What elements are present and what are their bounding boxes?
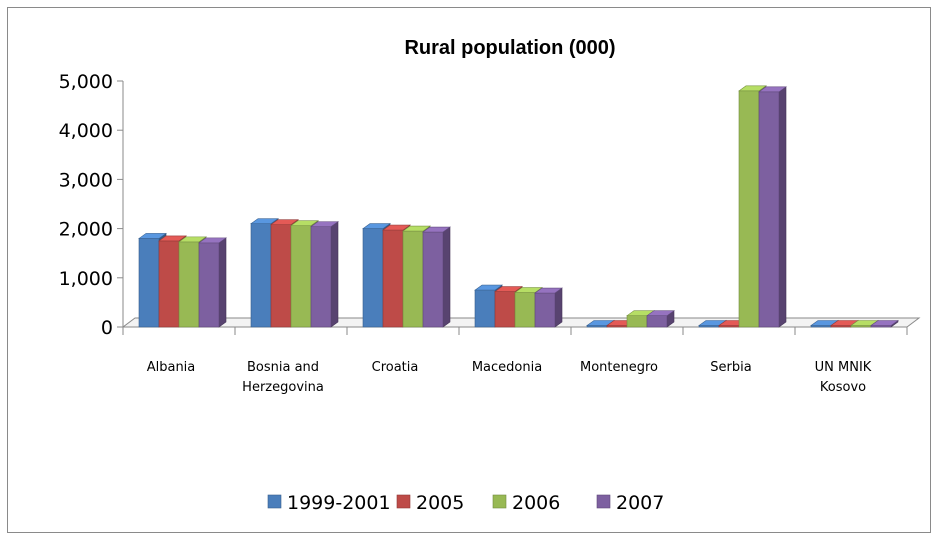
bar (310, 221, 339, 328)
bar-side (778, 86, 787, 328)
chart-legend: 1999-2001 2005 2006 2007 (267, 492, 664, 514)
bar-front (646, 315, 668, 328)
y-tick-label: 4,000 (59, 120, 113, 142)
bar-top (738, 85, 767, 92)
y-tick-label: 1,000 (59, 268, 113, 290)
bar-front (626, 315, 648, 328)
bar-top (870, 320, 899, 326)
bar-front (198, 242, 220, 328)
bar-top (494, 286, 523, 292)
bar-top (270, 219, 299, 225)
legend-swatch (396, 494, 411, 509)
bar-top (158, 235, 187, 242)
y-tick-label: 2,000 (59, 219, 113, 241)
bar (870, 319, 899, 328)
y-tick-label: 3,000 (59, 169, 113, 191)
bar-front (270, 224, 292, 328)
bar-front (474, 289, 496, 328)
legend-label: 1999-2001 (287, 492, 391, 514)
legend-label: 2006 (512, 492, 560, 514)
legend-label: 2007 (616, 492, 664, 514)
bar-front (178, 241, 200, 328)
y-tick-label: 5,000 (59, 71, 113, 93)
legend-swatch (492, 494, 507, 509)
bar-side (218, 237, 227, 328)
x-tick-label: Bosnia and (247, 360, 319, 375)
bar-front (138, 238, 160, 328)
x-tick-label: Serbia (710, 360, 751, 375)
x-tick-label: Herzegovina (242, 380, 324, 395)
bar-top (514, 287, 543, 293)
bar-front (534, 292, 556, 328)
bar-front (422, 231, 444, 328)
bar-front (382, 229, 404, 328)
bar-side (554, 287, 563, 328)
chart-bars (138, 85, 899, 328)
y-tick-label: 0 (101, 317, 113, 339)
bar-top (310, 221, 339, 227)
bar-top (178, 236, 207, 243)
x-tick-label: Croatia (372, 360, 419, 375)
bar (422, 226, 451, 328)
x-tick-label: Macedonia (472, 360, 542, 375)
bar-front (514, 292, 536, 328)
bar-top (402, 225, 431, 232)
bar-front (250, 223, 272, 328)
legend-swatch (267, 494, 282, 509)
bar-top (198, 237, 227, 244)
bar-top (362, 223, 391, 229)
chart-title: Rural population (000) (404, 37, 615, 59)
x-tick-label: UN MNIK (815, 360, 872, 375)
x-axis-labels: Albania Bosnia and Herzegovina Croatia Maced… (147, 360, 872, 395)
bar-top (290, 220, 319, 226)
bar-front (290, 225, 312, 328)
bar-front (758, 91, 780, 328)
bar (758, 86, 787, 328)
bar-front (494, 291, 516, 328)
bar-top (422, 226, 451, 233)
x-tick-label: Albania (147, 360, 196, 375)
bar-side (442, 226, 451, 328)
bar-top (382, 224, 411, 231)
bar-top (758, 86, 787, 93)
bar-top (534, 287, 563, 294)
bar-top (646, 310, 675, 316)
bar-top (474, 284, 503, 291)
bar-front (362, 228, 384, 328)
legend-swatch (596, 494, 611, 509)
bar-front (310, 226, 332, 328)
bar (534, 287, 563, 328)
x-tick-label: Kosovo (820, 380, 866, 395)
bar-top (250, 218, 279, 224)
bar-front (738, 90, 760, 328)
x-tick-label: Montenegro (580, 360, 658, 375)
legend-label: 2005 (416, 492, 464, 514)
bar (198, 237, 227, 328)
bar-top (138, 233, 167, 239)
bar-front (402, 230, 424, 328)
bar (646, 310, 675, 328)
bar-front (158, 240, 180, 328)
bar-side (330, 221, 339, 328)
